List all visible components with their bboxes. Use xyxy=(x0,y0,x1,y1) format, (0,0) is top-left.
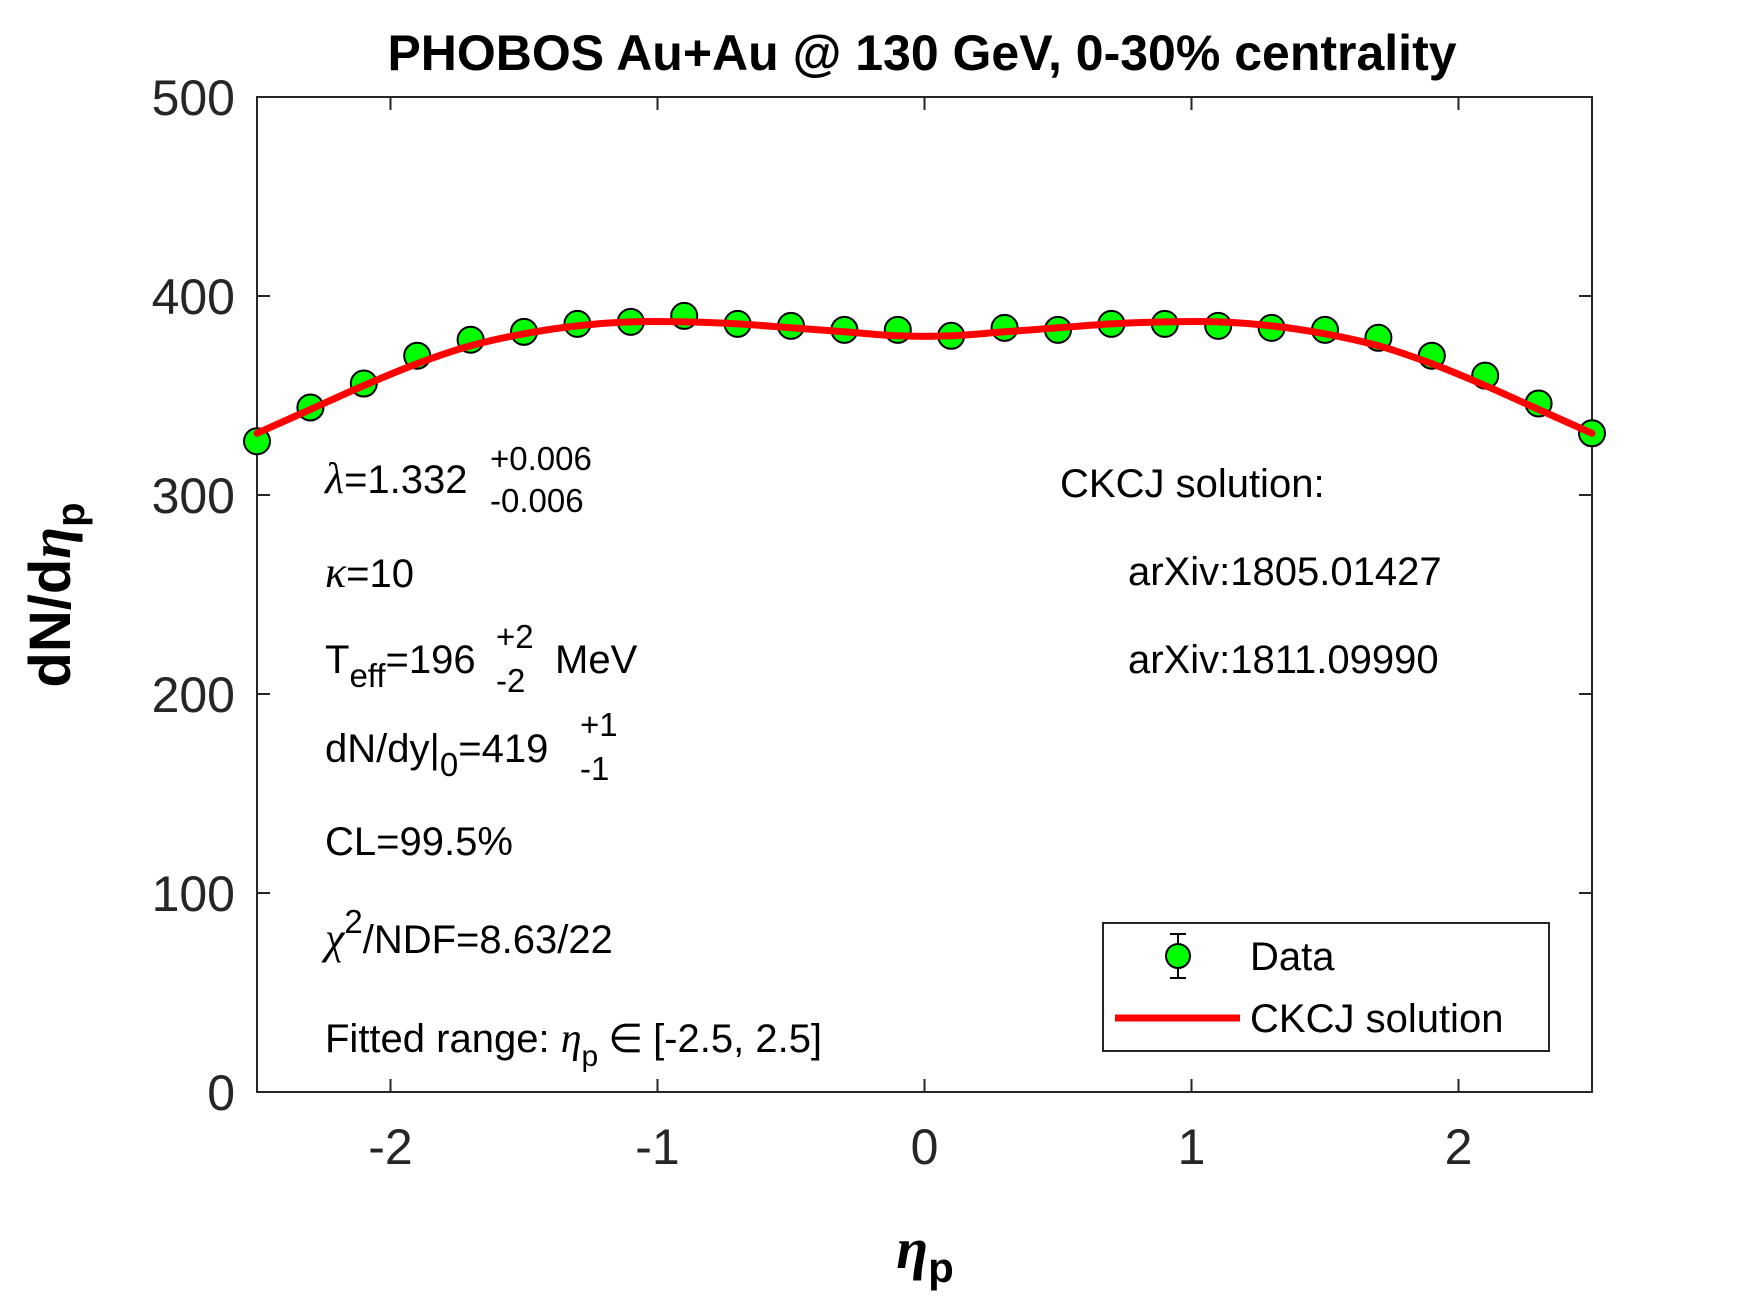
range-annotation: Fitted range: ηp ∈ [-2.5, 2.5] xyxy=(325,1016,822,1073)
legend: Data CKCJ solution xyxy=(1102,922,1550,1052)
teff-subscript: eff xyxy=(349,657,386,694)
range-eta-sub: p xyxy=(582,1040,599,1073)
teff-sub: -2 xyxy=(496,662,525,699)
teff-T: T xyxy=(325,638,349,682)
dndy-sup: +1 xyxy=(580,706,618,743)
legend-data-label: Data xyxy=(1250,935,1335,979)
lambda-value: =1.332 xyxy=(344,458,467,502)
range-in-symbol: ∈ xyxy=(608,1017,643,1061)
chi2-annotation: χ2/NDF=8.63/22 xyxy=(321,903,613,963)
reference-annotations: CKCJ solution: arXiv:1805.01427 arXiv:18… xyxy=(1060,462,1442,682)
teff-unit: MeV xyxy=(555,638,638,682)
y-tick-label: 500 xyxy=(152,70,235,126)
y-tick-label: 0 xyxy=(207,1065,235,1121)
x-axis-label-symbol: η xyxy=(896,1216,928,1281)
data-point xyxy=(1204,311,1233,340)
legend-data-marker xyxy=(1165,943,1191,969)
range-interval: [-2.5, 2.5] xyxy=(653,1017,822,1061)
chi2-value: /NDF=8.63/22 xyxy=(363,918,613,962)
chart-title: PHOBOS Au+Au @ 130 GeV, 0-30% centrality xyxy=(387,25,1456,81)
lambda-annotation: λ=1.332 xyxy=(323,454,468,503)
x-axis-label-subscript: p xyxy=(928,1244,954,1291)
y-axis-label-subscript: p xyxy=(49,502,93,526)
y-tick-label: 100 xyxy=(152,866,235,922)
fit-parameters: λ=1.332 +0.006 -0.006 κ=10 Teff=196 +2 -… xyxy=(321,440,822,1073)
dndy-sub: -1 xyxy=(580,750,609,787)
data-point-marker xyxy=(243,427,271,456)
dndy-value: =419 xyxy=(458,727,548,771)
arxiv-ref-1: arXiv:1805.01427 xyxy=(1128,550,1442,594)
y-axis-label-symbol: η xyxy=(18,527,83,559)
lambda-sub: -0.006 xyxy=(490,482,584,519)
chi-symbol: χ xyxy=(321,914,346,963)
data-point-marker xyxy=(1204,311,1233,340)
cl-annotation: CL=99.5% xyxy=(325,820,513,864)
x-tick-labels: -2 -1 0 1 2 xyxy=(368,1119,1472,1175)
lambda-symbol: λ xyxy=(323,454,344,503)
y-axis-label: dN/dηp xyxy=(18,502,93,687)
arxiv-ref-2: arXiv:1811.09990 xyxy=(1128,638,1439,682)
fit-curve xyxy=(253,317,1596,437)
chi-sup: 2 xyxy=(344,903,362,940)
range-label: Fitted range: xyxy=(325,1017,561,1061)
x-tick-label: -1 xyxy=(635,1119,679,1175)
y-tick-label: 200 xyxy=(152,667,235,723)
teff-annotation: Teff=196 xyxy=(325,638,476,694)
x-tick-label: 0 xyxy=(911,1119,939,1175)
y-tick-label: 300 xyxy=(152,468,235,524)
x-tick-label: -2 xyxy=(368,1119,412,1175)
lambda-sup: +0.006 xyxy=(490,440,592,477)
axis-ticks xyxy=(257,96,1592,1093)
x-axis-label: ηp xyxy=(896,1216,954,1291)
range-eta: η xyxy=(561,1016,582,1062)
dndy-annotation: dN/dy|0=419 xyxy=(325,727,548,783)
x-tick-label: 2 xyxy=(1445,1119,1473,1175)
ckcj-solution-heading: CKCJ solution: xyxy=(1060,462,1325,506)
fit-curve-layer xyxy=(253,317,1596,437)
kappa-annotation: κ=10 xyxy=(325,548,414,597)
y-tick-label: 400 xyxy=(152,269,235,325)
kappa-value: =10 xyxy=(346,552,414,596)
y-axis-label-text: dN/d xyxy=(18,559,83,688)
x-tick-label: 1 xyxy=(1178,1119,1206,1175)
teff-sup: +2 xyxy=(496,618,534,655)
kappa-symbol: κ xyxy=(325,548,347,597)
teff-value: =196 xyxy=(386,638,476,682)
y-tick-labels: 0 100 200 300 400 500 xyxy=(152,70,235,1121)
dndy-label: dN/dy| xyxy=(325,727,440,771)
legend-fit-label: CKCJ solution xyxy=(1250,997,1503,1041)
dndy-subscript: 0 xyxy=(440,746,458,783)
